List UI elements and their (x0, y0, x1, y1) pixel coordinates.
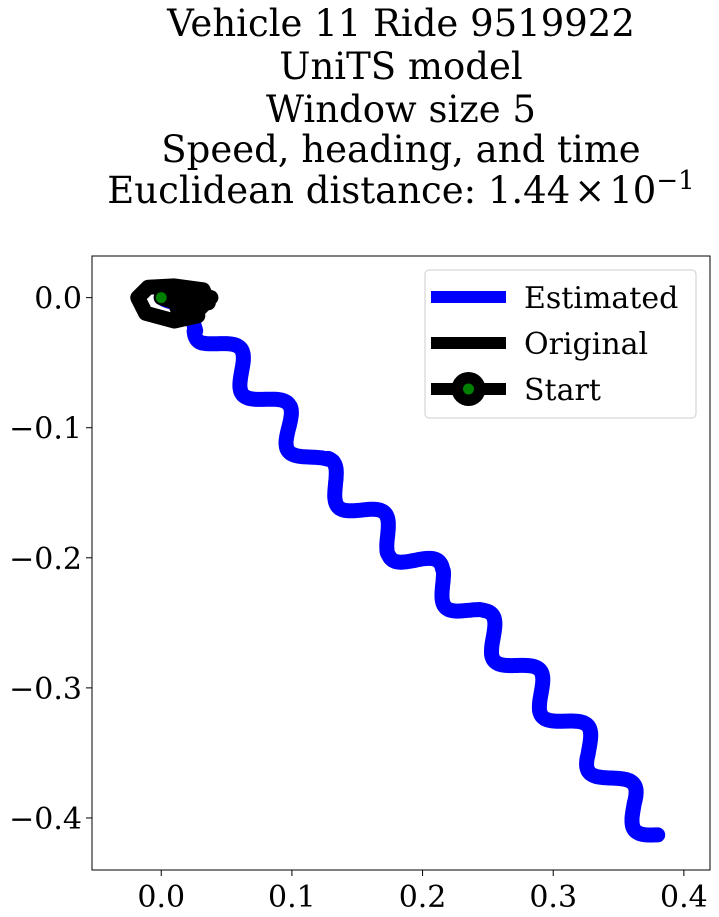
series-layer (130, 278, 666, 843)
legend-start-marker-dot (463, 383, 474, 395)
x-tick-label: 0.1 (268, 880, 316, 915)
legend: Estimated Original Start (424, 269, 697, 419)
legend-label-original: Original (524, 327, 648, 362)
x-axis: 0.0 0.1 0.2 0.3 0.4 (137, 870, 708, 915)
start-marker (154, 291, 168, 305)
title-line-5: Euclidean distance: 1.44 × 10−1 (107, 166, 694, 212)
series-line-original (130, 278, 219, 329)
x-tick-label: 0.2 (399, 880, 447, 915)
series-line-estimated (153, 290, 666, 843)
title-line-2: UniTS model (279, 45, 522, 88)
legend-entries: Estimated Original Start (431, 281, 678, 408)
title-line-1: Vehicle 11 Ride 9519922 (166, 2, 635, 45)
y-tick-label: −0.1 (9, 412, 82, 447)
x-tick-label: 0.4 (660, 880, 708, 915)
title-line-4: Speed, heading, and time (161, 128, 640, 171)
y-tick-label: 0.0 (34, 282, 82, 317)
marker-layer (154, 291, 168, 305)
y-tick-label: −0.4 (9, 802, 82, 837)
plot-area: 0.0 0.1 0.2 0.3 0.4 0.0 −0.1 −0.2 −0.3 −0.4 (9, 255, 711, 915)
title-distance-exponent: −1 (656, 166, 694, 196)
axes-frame (91, 255, 711, 871)
x-tick-label: 0.3 (529, 880, 577, 915)
title-distance-prefix: Euclidean distance: 1.44 (107, 169, 570, 212)
legend-frame (424, 269, 697, 419)
legend-label-estimated: Estimated (524, 281, 678, 316)
title-line-3: Window size 5 (266, 88, 536, 131)
y-tick-label: −0.3 (9, 672, 82, 707)
title-distance-base: 10 (609, 169, 656, 212)
title-distance-times: × (574, 169, 605, 212)
y-axis: 0.0 −0.1 −0.2 −0.3 −0.4 (9, 282, 92, 837)
x-tick-label: 0.0 (137, 880, 185, 915)
legend-label-start: Start (524, 373, 601, 408)
y-tick-label: −0.2 (9, 542, 82, 577)
chart-title: Vehicle 11 Ride 9519922 UniTS model Wind… (107, 2, 694, 212)
